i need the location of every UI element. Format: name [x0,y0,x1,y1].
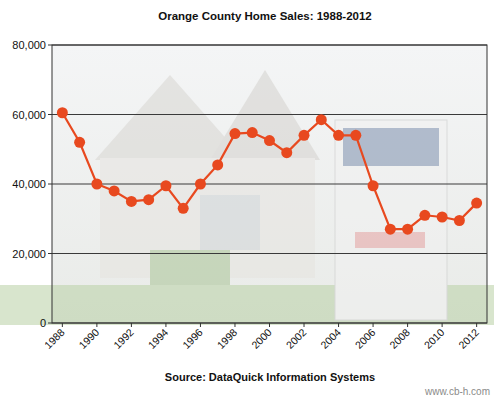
y-tick [48,253,52,254]
x-tick-label: 2004 [318,326,343,351]
marker [419,210,430,221]
marker [402,224,413,235]
background [0,0,494,399]
x-tick [373,323,374,327]
x-tick [96,323,97,327]
chart: Orange County Home Sales: 1988-2012 0 20,0… [0,0,494,399]
title: Orange County Home Sales: 1988-2012 [158,10,371,22]
marker [264,135,275,146]
marker [212,159,223,170]
marker [195,179,206,190]
x-tick-label: 2010 [422,326,447,351]
x-tick-label: 2012 [456,326,481,351]
x-tick-label: 1992 [111,326,136,351]
x-tick [338,323,339,327]
x-tick-label: 1998 [214,326,239,351]
marker [385,224,396,235]
marker [126,196,137,207]
marker [281,147,292,158]
marker [333,130,344,141]
y-tick-label: 80,000 [12,39,46,51]
marker [178,203,189,214]
line [62,113,476,229]
x-tick [442,323,443,327]
y-tick [48,184,52,185]
grid-line [52,253,487,254]
y-tick [48,323,52,324]
x-tick-label: 1988 [42,326,67,351]
y-tick-label: 0 [40,317,46,329]
marker [74,137,85,148]
grid-line [52,114,487,115]
x-tick [62,323,63,327]
marker [316,114,327,125]
x-tick-label: 2002 [283,326,308,351]
x-tick [165,323,166,327]
data-group [57,107,482,234]
sign-board [335,120,447,320]
grid-line [52,184,487,185]
marker [229,128,240,139]
marker [299,130,310,141]
x-tick [304,323,305,327]
sign-logo [343,128,439,166]
marker [109,185,120,196]
y-tick-label: 60,000 [12,109,46,121]
marker [57,107,68,118]
marker [143,194,154,205]
marker [91,179,102,190]
y-tick-label: 40,000 [12,178,46,190]
marker [160,180,171,191]
y-tick [48,45,52,46]
marker [368,180,379,191]
watermark: www.cb-h.com [424,386,490,397]
y-tick [48,114,52,115]
marker [454,215,465,226]
x-tick [234,323,235,327]
x-tick [200,323,201,327]
marker [350,130,361,141]
marker [471,198,482,209]
y-grid [48,45,487,323]
house-window [200,195,260,250]
marker [437,212,448,223]
x-tick [131,323,132,327]
x-tick-label: 1996 [180,326,205,351]
x-tick-label: 2008 [387,326,412,351]
photo-backdrop [0,70,494,325]
marker [247,127,258,138]
plot-frame [52,45,487,323]
source-note: Source: DataQuick Information Systems [165,371,375,383]
y-tick-label: 20,000 [12,248,46,260]
x-tick [269,323,270,327]
x-tick-label: 2000 [249,326,274,351]
x-tick-label: 2006 [352,326,377,351]
shrub [150,250,230,285]
x-tick-label: 1990 [76,326,101,351]
plot-background [52,45,487,323]
x-tick [476,323,477,327]
x-tick [407,323,408,327]
x-tick-label: 1994 [145,326,170,351]
